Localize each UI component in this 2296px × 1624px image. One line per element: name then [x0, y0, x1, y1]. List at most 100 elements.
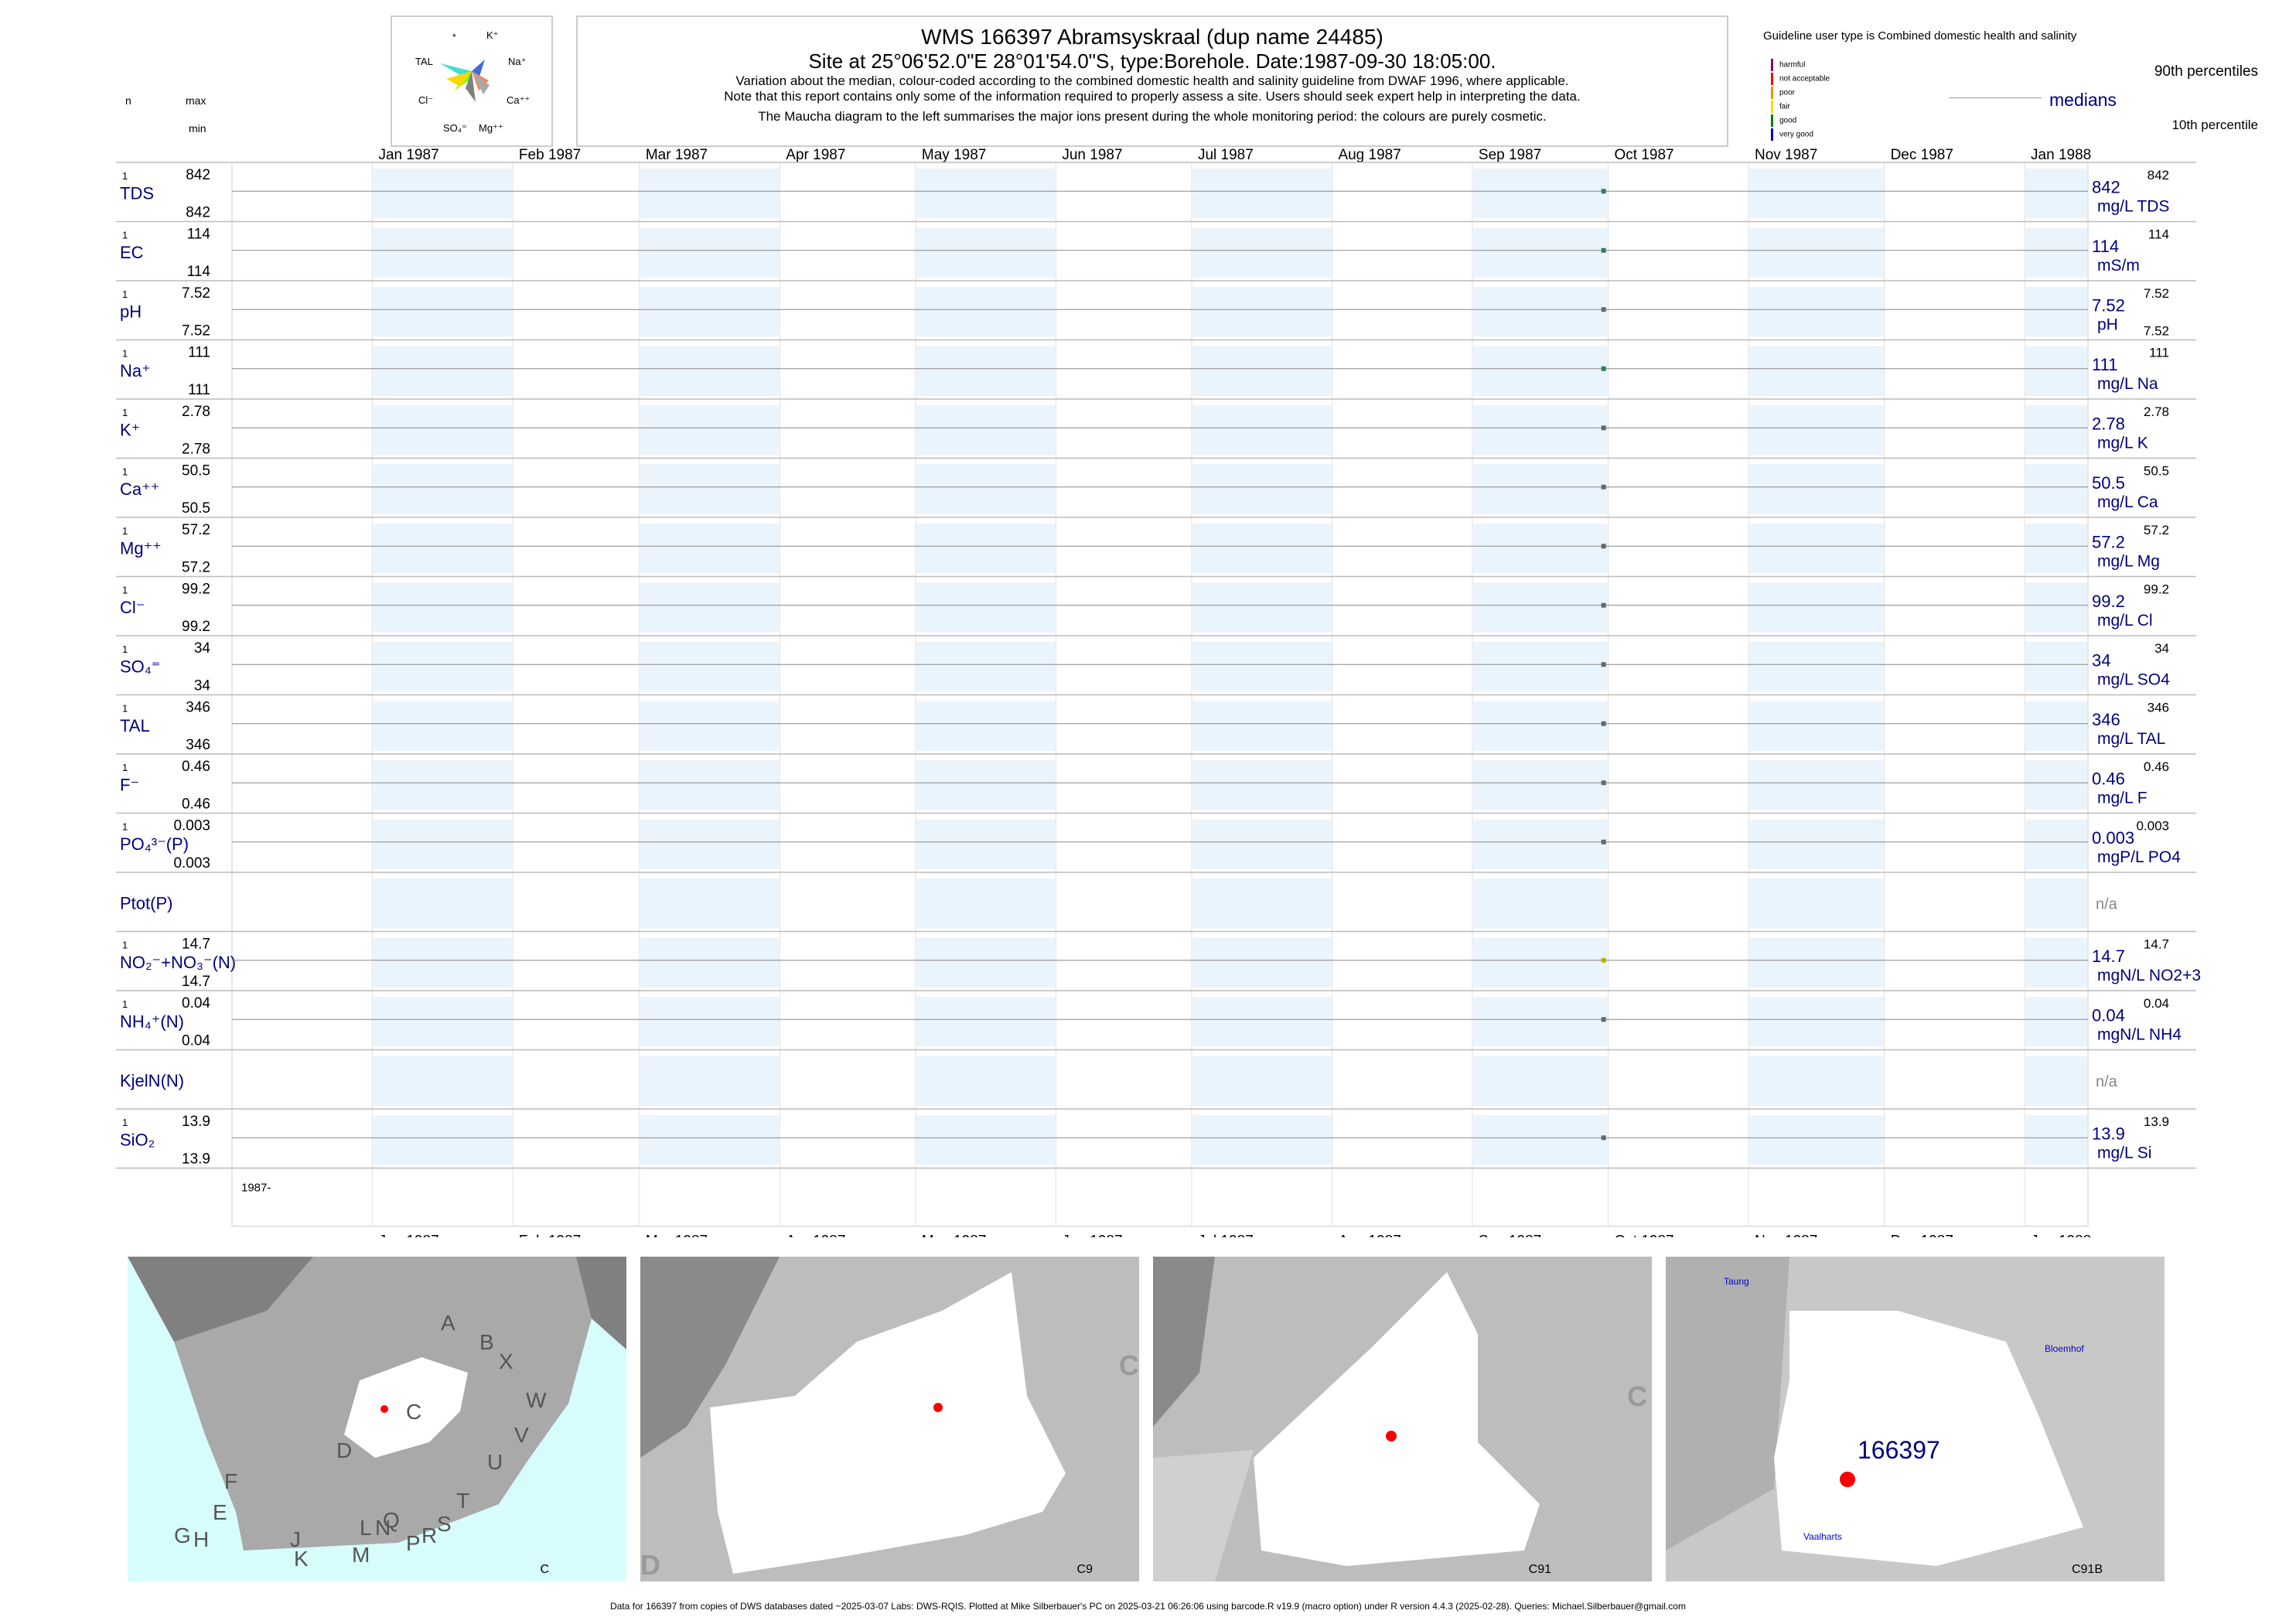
month-band	[1748, 879, 1884, 929]
data-point	[1601, 1017, 1606, 1022]
data-point	[1601, 366, 1606, 371]
map-c-region-label: S	[437, 1512, 452, 1536]
data-point	[1601, 602, 1606, 608]
row-p90-value: 0.003	[2136, 819, 2169, 834]
map-c-region-label: D	[336, 1438, 353, 1462]
map-c-region-label: T	[456, 1489, 470, 1513]
month-band	[916, 524, 1056, 574]
x-tick-label-top: Feb 1987	[519, 147, 581, 163]
parameter-label: KjelN(N)	[120, 1071, 184, 1090]
x-tick-label-bottom: Dec 1987	[1891, 1233, 1953, 1238]
map-panel-c91b: Taung Bloemhof Vaalharts 166397 C91B	[1666, 1257, 2165, 1581]
site-subtitle: Site at 25°06'52.0"E 28°01'54.0"S, type:…	[808, 49, 1496, 73]
month-band	[640, 287, 780, 337]
x-tick-label-top: Apr 1987	[786, 147, 845, 163]
x-tick-label-bottom: May 1987	[922, 1233, 986, 1238]
row-unit: mg/L SO4	[2097, 670, 2170, 688]
month-band	[1472, 642, 1608, 692]
row-p90-value: 7.52	[2144, 286, 2169, 301]
row-median-value: 99.2	[2092, 592, 2125, 611]
month-band	[1472, 879, 1608, 929]
x-tick-label-bottom: Jan 1988	[2031, 1233, 2091, 1238]
month-band	[916, 227, 1056, 278]
legend-class-swatch	[1771, 114, 1773, 127]
time-series-chart: Jan 1987 Jan 1987 Feb 1987 Feb 1987 Mar 1987…	[116, 147, 2201, 1238]
legend-class-label: fair	[1779, 102, 1790, 111]
x-tick-label-top: Mar 1987	[646, 147, 708, 163]
month-band	[2025, 405, 2087, 455]
x-tick-label-top: Jan 1988	[2031, 147, 2091, 163]
legend-class-item: fair	[1771, 101, 1790, 113]
row-p90-value: 50.5	[2144, 464, 2169, 479]
month-band	[1192, 464, 1332, 514]
month-band	[2025, 582, 2087, 633]
row-max-value: 0.04	[182, 995, 210, 1012]
row-max-value: 0.003	[173, 818, 210, 834]
month-band	[1192, 582, 1332, 633]
row-min-value: 34	[194, 678, 211, 694]
month-band	[2025, 879, 2087, 929]
row-median-value: 34	[2092, 650, 2110, 670]
parameter-label: K⁺	[120, 420, 140, 439]
data-point	[1601, 544, 1606, 549]
maucha-label-cl: Cl⁻	[418, 94, 433, 106]
x-tick-label-top: Aug 1987	[1338, 147, 1400, 163]
data-point	[1601, 780, 1606, 786]
maucha-label-ca: Ca⁺⁺	[507, 94, 530, 106]
month-band	[1192, 1056, 1332, 1106]
map-caption-c9: C9	[1076, 1563, 1093, 1576]
month-band	[916, 997, 1056, 1047]
row-min-value: 346	[186, 737, 210, 753]
month-band	[373, 642, 512, 692]
header-note-2: Note that this report contains only some…	[724, 89, 1581, 104]
x-tick-label-bottom: Aug 1987	[1338, 1233, 1400, 1238]
legend-p90: 90th percentiles	[2154, 63, 2258, 80]
month-band	[373, 582, 512, 633]
maucha-diagram: * K⁺ TAL Na⁺ Cl⁻ Ca⁺⁺ SO₄⁼ Mg⁺⁺	[391, 15, 553, 147]
month-band	[640, 937, 780, 988]
map-caption-c91b: C91B	[2071, 1563, 2103, 1576]
sample-count: 1	[122, 288, 128, 300]
month-band	[373, 464, 512, 514]
map-panel-c9: C D C9	[640, 1257, 1139, 1581]
month-band	[2025, 642, 2087, 692]
map-label-taung: Taung	[1724, 1276, 1749, 1287]
month-band	[373, 169, 512, 219]
data-point	[1601, 425, 1606, 431]
row-median-value: 0.003	[2092, 828, 2134, 848]
month-band	[373, 819, 512, 869]
month-band	[373, 997, 512, 1047]
parameter-label: NO₂⁻+NO₃⁻(N)	[120, 953, 236, 972]
month-band	[640, 1115, 780, 1165]
month-band	[373, 937, 512, 988]
row-p90-value: 57.2	[2144, 523, 2169, 537]
month-band	[1472, 287, 1608, 337]
x-tick-label-bottom: Mar 1987	[646, 1233, 708, 1238]
row-max-value: 842	[186, 167, 210, 183]
row-min-value: 13.9	[182, 1151, 210, 1168]
row-median-value: 0.04	[2092, 1005, 2125, 1025]
row-unit: pH	[2097, 316, 2118, 333]
map-c-region-label: A	[441, 1311, 455, 1335]
legend-guideline: Guideline user type is Combined domestic…	[1763, 29, 2077, 43]
month-band	[640, 760, 780, 810]
month-band	[373, 1115, 512, 1165]
row-unit: mg/L TDS	[2097, 197, 2169, 215]
month-band	[1748, 997, 1884, 1047]
parameter-label: TDS	[120, 183, 154, 203]
row-median-na: n/a	[2096, 896, 2118, 913]
row-max-value: 34	[194, 640, 211, 657]
row-p90-value: 99.2	[2144, 582, 2169, 597]
month-band	[1472, 169, 1608, 219]
x-tick-label-bottom: Jan 1987	[378, 1233, 438, 1238]
legend-class-label: good	[1779, 116, 1797, 125]
map-c-region-label: Q	[383, 1508, 400, 1532]
month-band	[1192, 760, 1332, 810]
sample-count: 1	[122, 348, 128, 360]
month-band	[1472, 760, 1608, 810]
map-c9-label-c: C	[1119, 1349, 1139, 1381]
month-band	[1748, 642, 1884, 692]
map-c-region-label: B	[479, 1330, 494, 1354]
month-band	[640, 169, 780, 219]
month-band	[1472, 937, 1608, 988]
